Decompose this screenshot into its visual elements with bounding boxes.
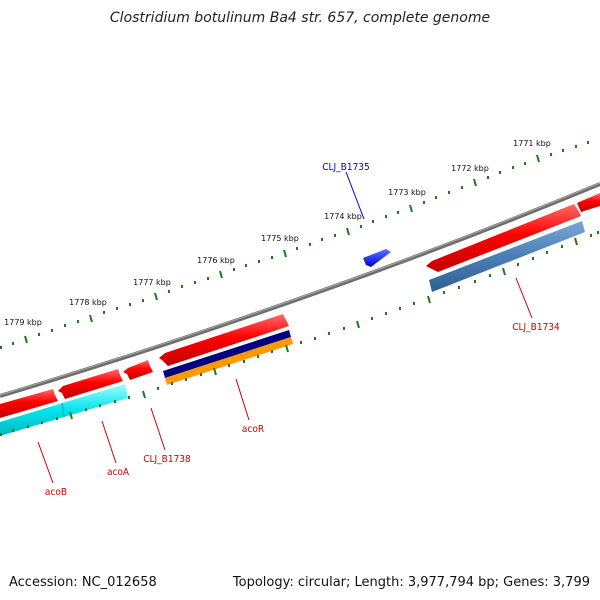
tick-mark [24,335,28,344]
gene-label-acob[interactable]: acoB [45,487,67,498]
tick-mark [409,204,413,213]
accession-text: Accession: NC_012658 [9,575,157,590]
gene-cds-arrow[interactable] [426,204,581,272]
tick-mark [69,411,73,420]
gene-label-clj-b1735[interactable]: CLJ_B1735 [322,162,370,173]
gene-cds-arrow[interactable] [123,360,153,380]
tick-labels: 1771 kbp 1772 kbp 1773 kbp 1774 kbp 1775… [4,139,551,327]
connector-line [150,407,166,451]
feature-bar[interactable] [429,221,585,292]
tick-label: 1779 kbp [4,318,42,327]
inner-tick-ring [0,231,599,436]
feature-bar[interactable] [163,330,291,378]
gene-cds-arrow[interactable] [159,314,289,366]
feature-bar[interactable] [165,337,293,385]
tick-label: 1772 kbp [451,164,489,173]
tick-mark [356,320,360,329]
connector-line [345,171,365,220]
tick-mark [574,237,578,246]
tick-mark [285,344,289,353]
tick-label: 1778 kbp [69,298,107,307]
reverse-strand-cds [0,204,581,418]
gene-cds-arrow[interactable] [58,369,123,399]
tick-label: 1777 kbp [133,278,171,287]
connector-line [515,277,533,319]
gene-label-clj-b1738[interactable]: CLJ_B1738 [143,454,191,465]
tick-label: 1776 kbp [197,256,235,265]
tick-mark [502,267,506,276]
tick-mark [346,227,350,236]
tick-label: 1773 kbp [388,188,426,197]
feature-bars [0,221,585,436]
tick-mark [219,270,223,279]
tick-mark [427,295,431,304]
feature-bar[interactable] [0,384,128,436]
topology-text: Topology: circular; Length: 3,977,794 bp… [232,575,590,590]
map-title: Clostridium botulinum Ba4 str. 657, comp… [110,10,490,26]
tick-label: 1775 kbp [261,234,299,243]
tick-label: 1774 kbp [324,212,362,221]
gene-label-clj-b1734[interactable]: CLJ_B1734 [512,322,560,333]
tick-mark [142,390,146,399]
tick-mark [473,178,477,187]
gene-cds-arrow[interactable] [0,389,58,418]
outer-tick-ring [0,141,589,349]
tick-mark [536,154,540,163]
tick-label: 1771 kbp [513,139,551,148]
gene-cds-arrow[interactable] [577,193,600,212]
connector-line [37,441,54,484]
gene-label-acor[interactable]: acoR [242,424,264,435]
label-connectors [37,171,533,484]
tick-mark [213,367,217,376]
forward-strand-genes [363,193,600,267]
gene-label-acoa[interactable]: acoA [107,467,130,478]
genome-backbone [0,182,600,398]
gene-cds-arrow[interactable] [363,249,391,267]
connector-line [101,420,117,464]
tick-mark [283,249,287,258]
tick-mark [154,292,158,301]
connector-line [235,378,250,421]
gene-labels: CLJ_B1735 CLJ_B1734 acoR CLJ_B1738 acoA … [45,162,560,498]
tick-mark [89,314,93,323]
